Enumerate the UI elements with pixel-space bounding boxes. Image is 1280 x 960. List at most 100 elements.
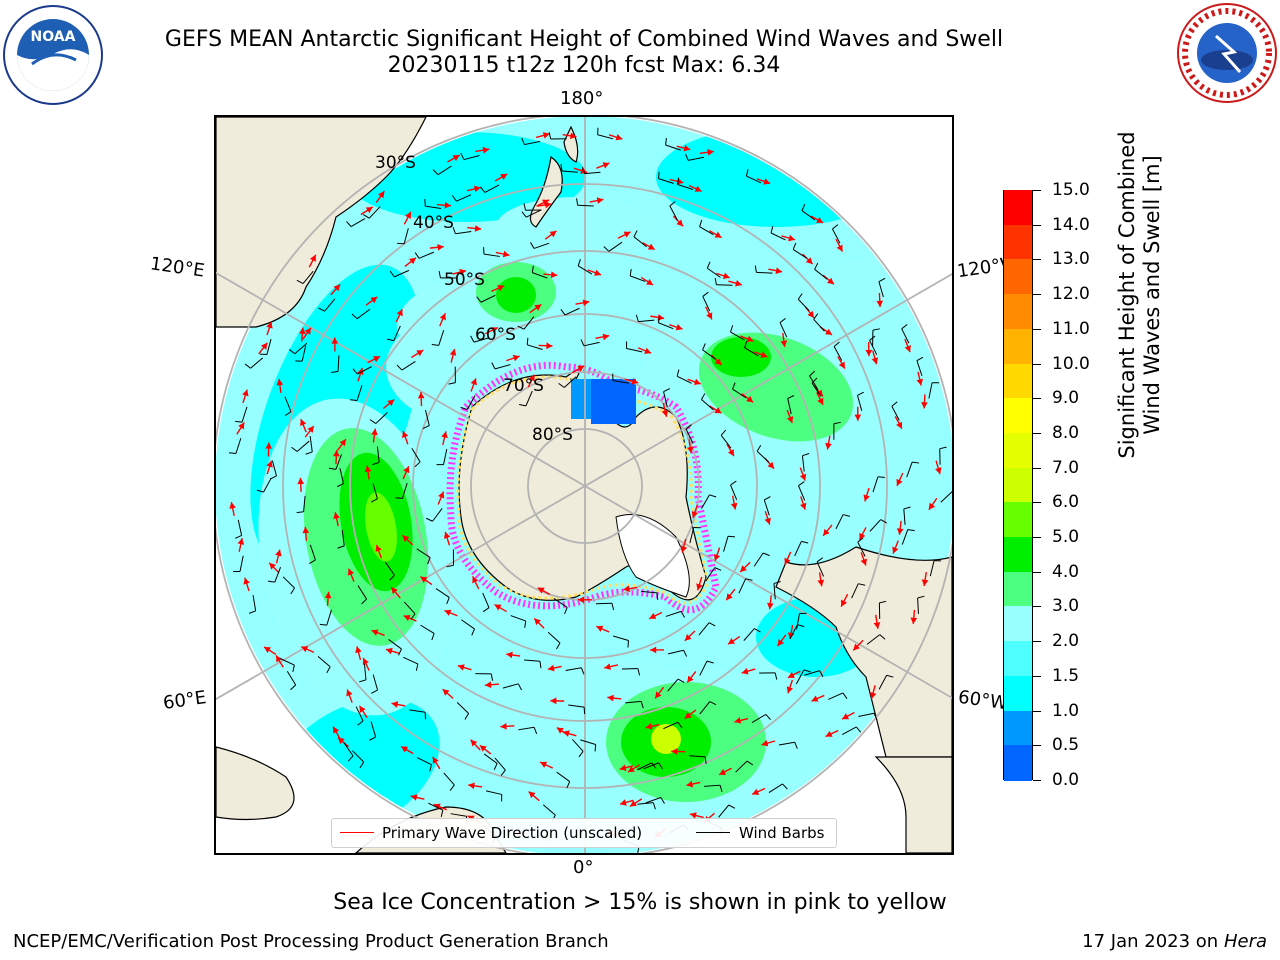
wind-barb-flag — [533, 727, 538, 735]
wind-barb-staff — [801, 210, 816, 221]
wind-barb-flag — [658, 762, 663, 770]
wind-barb-staff — [294, 342, 308, 355]
wind-barb-flag — [819, 670, 824, 677]
colorbar-segment — [1004, 432, 1032, 469]
wind-barb-staff — [286, 671, 297, 686]
wind-barb-flag — [746, 760, 754, 766]
wind-barb-staff — [901, 529, 909, 545]
wind-barb-flag — [730, 325, 734, 333]
wave-arrowhead — [299, 327, 306, 335]
wind-barb-flag — [288, 349, 296, 355]
colorbar-tick-mark — [1033, 398, 1041, 400]
wave-arrowhead — [730, 502, 738, 510]
wind-barb-flag — [811, 377, 818, 384]
wave-arrowhead — [876, 300, 884, 307]
wave-arrowhead — [577, 596, 585, 604]
wave-arrowhead — [817, 397, 824, 405]
wind-barb-flag — [523, 203, 527, 211]
wind-barb-staff — [443, 448, 448, 465]
wave-arrowhead — [825, 442, 832, 450]
wind-barb-flag — [633, 230, 638, 238]
noaa-logo-text: NOAA — [31, 29, 76, 45]
wind-barb-staff — [787, 398, 792, 415]
wind-barb-flag — [425, 517, 433, 522]
wind-barb-flag — [765, 714, 771, 720]
wind-barb-staff — [510, 615, 526, 622]
wind-barb-flag — [787, 395, 795, 399]
wind-barb-flag — [460, 153, 465, 160]
wave-arrowhead — [760, 351, 768, 358]
wave-arrowhead — [892, 546, 899, 554]
wind-barb-flag — [490, 673, 494, 681]
wave-arrowhead — [238, 422, 245, 430]
wave-arrowhead — [910, 617, 918, 624]
wave-arrowhead — [439, 313, 446, 321]
wave-arrowhead — [512, 354, 520, 362]
wind-barb-flag — [635, 314, 639, 322]
wave-arrowhead — [391, 587, 398, 595]
wind-barb-staff — [753, 552, 764, 567]
colorbar-segment — [1004, 259, 1032, 296]
colorbar-segment — [1004, 710, 1032, 747]
wind-barb-staff — [701, 494, 710, 509]
wind-barb-flag — [337, 545, 345, 549]
wind-barb-staff — [813, 318, 825, 332]
wave-arrowhead — [362, 657, 369, 665]
wind-barb-staff — [832, 228, 841, 244]
colorbar-tick-mark — [1033, 710, 1041, 712]
wind-barb-staff — [356, 385, 363, 401]
wave-direction-legend-swatch — [340, 832, 374, 833]
wave-arrowhead — [443, 531, 451, 539]
wind-barb-staff — [732, 388, 747, 399]
wind-barb-flag — [248, 610, 256, 614]
wind-barb-flag — [328, 467, 336, 470]
wind-barb-staff — [372, 674, 379, 691]
wind-barb-staff — [663, 721, 679, 730]
colorbar-segment — [1004, 537, 1032, 573]
wave-arrowhead — [364, 465, 372, 473]
national-weather-service-logo — [1176, 2, 1278, 108]
wind-barb-flag — [869, 335, 876, 341]
wind-barb-flag — [640, 701, 644, 709]
wind-barb-flag — [359, 761, 365, 769]
wind-barb-staff — [798, 485, 806, 501]
wind-barb-staff — [375, 412, 388, 424]
wave-arrowhead — [444, 201, 451, 209]
wind-barb-staff — [730, 484, 738, 500]
wind-barb-staff — [237, 519, 243, 536]
wind-barb-staff — [768, 783, 783, 793]
wave-arrowhead — [474, 225, 482, 232]
wind-barb-flag — [369, 419, 377, 424]
wind-barb-staff — [393, 325, 401, 341]
wind-barb-flag — [369, 736, 376, 741]
wind-barb-staff — [597, 134, 614, 140]
wind-barb-flag — [702, 291, 709, 297]
colorbar-tick-mark — [1033, 294, 1041, 296]
latitude-label-60s: 60°S — [475, 325, 516, 345]
wave-arrowhead — [275, 549, 282, 557]
wind-barb-staff — [763, 499, 770, 516]
wind-barb-staff — [553, 598, 568, 608]
latitude-label-80s: 80°S — [532, 425, 573, 445]
wind-barb-flag — [797, 293, 803, 300]
wave-arrowhead — [506, 651, 513, 659]
colorbar-tick-mark — [1033, 259, 1041, 261]
colorbar-tick-mark — [1033, 190, 1041, 191]
wind-barb-staff — [357, 366, 372, 375]
wind-barb-flag — [880, 519, 888, 524]
wind-barb-flag — [560, 309, 566, 316]
wind-barb-flag — [524, 620, 527, 628]
wave-arrowhead — [437, 243, 444, 251]
wind-barb-staff — [456, 702, 469, 714]
wind-barb-flag — [429, 764, 432, 772]
wind-barb-flag — [560, 164, 563, 172]
wave-arrowhead — [761, 739, 769, 747]
wave-arrowhead — [473, 185, 481, 193]
wind-barb-flag — [663, 388, 671, 393]
wave-arrowhead — [825, 328, 833, 335]
colorbar-segment — [1004, 641, 1032, 677]
wind-barb-flag — [627, 640, 630, 648]
wind-barb-staff — [483, 753, 498, 764]
wave-arrowhead — [482, 146, 490, 154]
wind-barb-staff — [677, 184, 694, 190]
